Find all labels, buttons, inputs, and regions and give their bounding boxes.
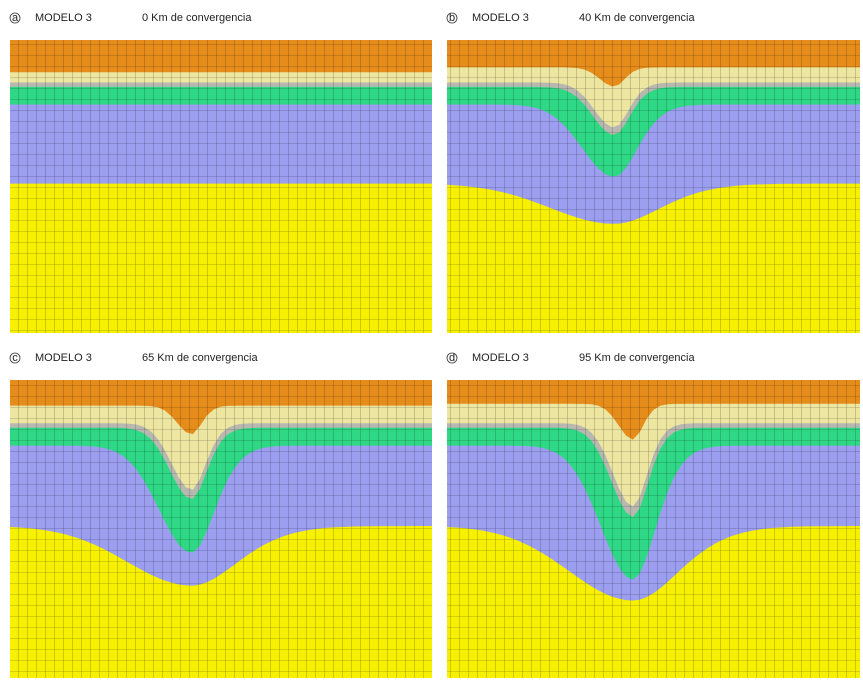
convergence-label: 65 Km de convergencia xyxy=(142,352,258,364)
convergence-label: 95 Km de convergencia xyxy=(579,352,695,364)
panel: d MODELO 3 95 Km de convergencia xyxy=(447,352,860,678)
panel-letter: c xyxy=(12,352,18,364)
mesh xyxy=(447,40,860,333)
panel-letter: b xyxy=(449,12,455,24)
model-name: MODELO 3 xyxy=(472,352,529,364)
mesh xyxy=(10,380,432,678)
panel: c MODELO 3 65 Km de convergencia xyxy=(10,352,432,678)
convergence-label: 0 Km de convergencia xyxy=(142,12,252,24)
model-section xyxy=(447,40,860,333)
model-name: MODELO 3 xyxy=(35,352,92,364)
model-section xyxy=(447,380,860,678)
panel: b MODELO 3 40 Km de convergencia xyxy=(447,12,860,333)
convergence-label: 40 Km de convergencia xyxy=(579,12,695,24)
model-name: MODELO 3 xyxy=(35,12,92,24)
panel-letter: d xyxy=(449,352,455,364)
panel: a MODELO 3 0 Km de convergencia xyxy=(10,12,432,333)
model-section xyxy=(10,380,432,678)
mesh xyxy=(10,40,432,333)
model-section xyxy=(10,40,432,333)
panel-letter: a xyxy=(12,12,19,24)
mesh xyxy=(447,380,860,678)
model-name: MODELO 3 xyxy=(472,12,529,24)
figure: a MODELO 3 0 Km de convergencia b MODELO 3 40… xyxy=(0,0,863,678)
